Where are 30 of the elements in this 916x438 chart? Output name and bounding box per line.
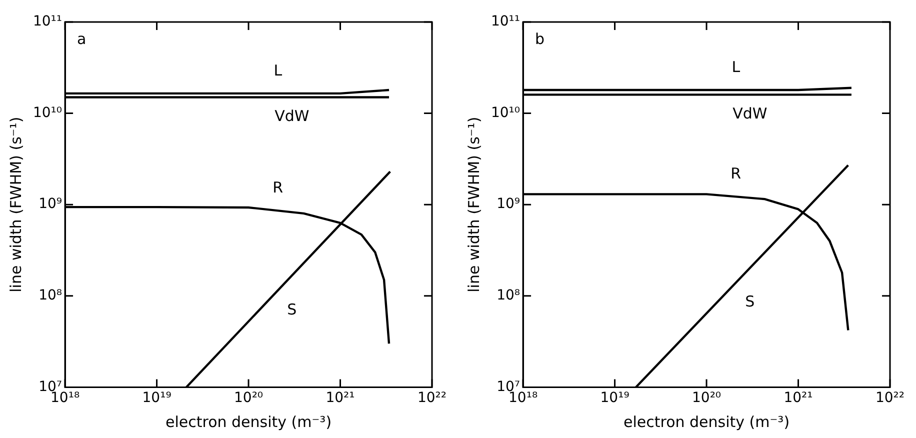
y-tick-label: 10¹¹	[32, 14, 62, 30]
series-label: R	[272, 178, 284, 197]
y-tick-label: 10¹⁰	[32, 104, 62, 121]
x-tick-label: 10²²	[875, 390, 905, 406]
x-tick-label: 10²⁰	[692, 390, 722, 406]
x-tick-label: 10²¹	[784, 390, 813, 406]
series-label: L	[274, 61, 283, 80]
y-tick-label: 10⁹	[38, 196, 62, 212]
y-tick-label: 10⁸	[496, 288, 520, 304]
y-tick-label: 10¹¹	[490, 14, 520, 30]
series-label: S	[287, 300, 297, 318]
x-tick-label: 10²²	[417, 390, 447, 406]
x-tick-label: 10²⁰	[234, 390, 264, 406]
x-tick-label: 10¹⁹	[142, 390, 172, 406]
x-tick-label: 10²¹	[326, 390, 355, 406]
annotation: b	[535, 30, 545, 48]
series-label: VdW	[732, 104, 768, 123]
x-tick-label: 10¹⁹	[600, 390, 630, 406]
series-label: VdW	[274, 107, 310, 126]
y-axis-title: line width (FWHM) (s⁻¹)	[6, 116, 25, 292]
series-label: L	[732, 58, 741, 76]
series-label: R	[730, 164, 742, 183]
y-tick-label: 10⁹	[496, 196, 520, 212]
x-axis-title: electron density (m⁻³)	[165, 412, 332, 431]
y-tick-label: 10⁸	[38, 288, 62, 304]
series-label: S	[745, 292, 755, 311]
y-axis-title: line width (FWHM) (s⁻¹)	[464, 116, 483, 292]
x-axis-title: electron density (m⁻³)	[623, 412, 790, 431]
annotation: a	[77, 30, 86, 48]
y-tick-label: 10¹⁰	[490, 104, 520, 121]
